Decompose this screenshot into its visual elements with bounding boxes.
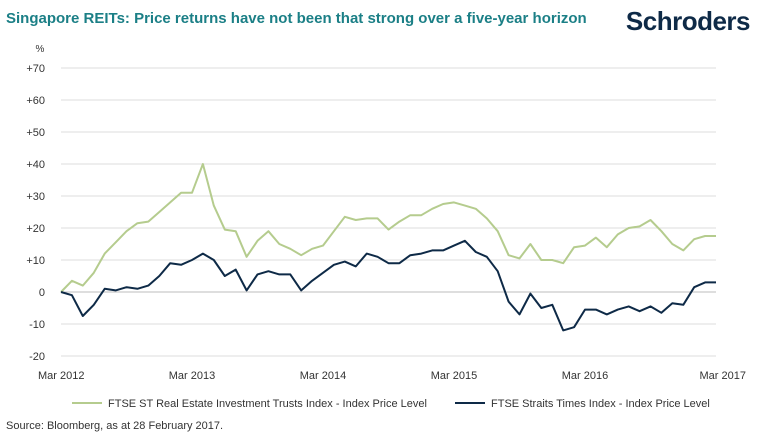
y-tick-label: -20 — [29, 351, 45, 363]
x-tick-label: Mar 2014 — [300, 370, 346, 382]
brand-logo: Schroders — [625, 6, 751, 36]
x-tick-label: Mar 2015 — [431, 370, 477, 382]
legend: FTSE ST Real Estate Investment Trusts In… — [72, 398, 710, 410]
series-line-2 — [60, 239, 716, 332]
y-tick-label: +60 — [26, 95, 45, 107]
y-axis-ticks: -20 -10 0 +10 +20 +30 +40 +50 +60 +70 — [26, 63, 45, 363]
series-line-1 — [60, 163, 716, 293]
legend-label: FTSE ST Real Estate Investment Trusts In… — [108, 398, 427, 410]
x-tick-label: Mar 2012 — [38, 370, 84, 382]
legend-label: FTSE Straits Times Index - Index Price L… — [491, 398, 710, 410]
chart-title: Singapore REITs: Price returns have not … — [6, 10, 587, 27]
y-tick-label: +50 — [26, 127, 45, 139]
source-note: Source: Bloomberg, as at 28 February 201… — [6, 420, 224, 432]
y-tick-label: +30 — [26, 191, 45, 203]
x-tick-label: Mar 2013 — [169, 370, 215, 382]
x-tick-label: Mar 2016 — [562, 370, 608, 382]
series-lines — [60, 163, 716, 332]
y-tick-label: 0 — [39, 287, 45, 299]
grid-lines — [61, 67, 716, 357]
y-axis-unit: % — [36, 44, 45, 55]
y-tick-label: -10 — [29, 319, 45, 331]
x-tick-label: Mar 2017 — [700, 370, 746, 382]
x-axis-ticks: Mar 2012 Mar 2013 Mar 2014 Mar 2015 Mar 2016… — [38, 370, 746, 382]
y-tick-label: +20 — [26, 223, 45, 235]
y-tick-label: +10 — [26, 255, 45, 267]
y-tick-label: +40 — [26, 159, 45, 171]
y-tick-label: +70 — [26, 63, 45, 75]
